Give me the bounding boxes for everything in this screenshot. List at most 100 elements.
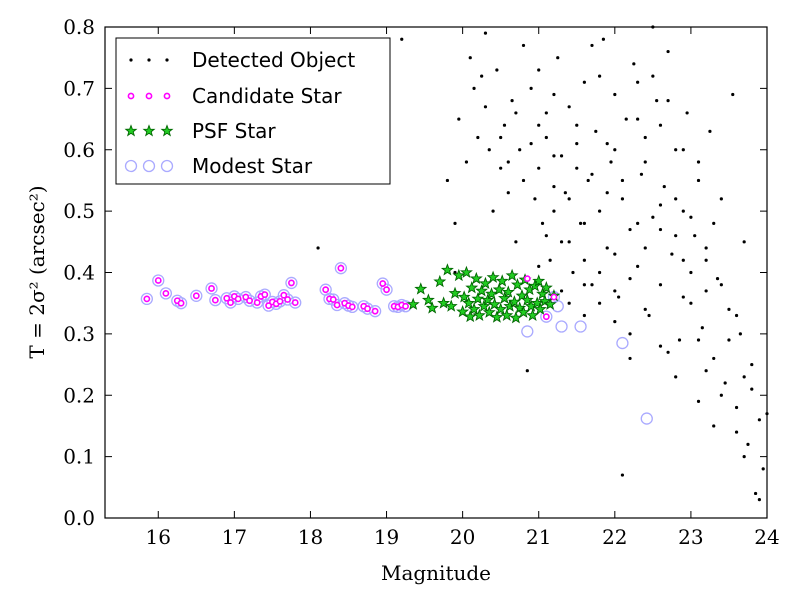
detected-object-point: [677, 338, 682, 342]
legend-marker-modest: [160, 159, 174, 173]
psf-star-point: [482, 305, 496, 318]
detected-object-point: [597, 301, 602, 305]
detected-object-point: [567, 105, 571, 109]
y-tick-label: 0.5: [63, 199, 95, 223]
detected-object-point: [658, 227, 663, 232]
detected-object-point: [582, 313, 586, 318]
detected-object-point: [704, 246, 708, 250]
detected-object-point: [525, 369, 529, 373]
y-tick-label: 0.3: [63, 322, 95, 346]
psf-star-point: [505, 268, 519, 282]
candidate-star-point: [265, 302, 272, 310]
detected-object-point: [761, 467, 765, 471]
psf-star-point: [485, 287, 499, 300]
candidate-star-point: [223, 294, 231, 302]
legend-label-candidate: Candidate Star: [192, 84, 342, 108]
y-tick-label: 0.0: [63, 506, 95, 530]
detected-object-point: [746, 442, 750, 446]
legend-marker-candidate: [163, 92, 171, 100]
legend-marker-psf: [142, 124, 156, 137]
detected-object-point: [605, 142, 609, 146]
detected-object-point: [582, 258, 586, 262]
candidate-star-point: [383, 286, 390, 294]
detected-object-point: [575, 123, 579, 127]
detected-object-point: [567, 240, 571, 244]
detected-object-point: [674, 197, 678, 201]
modest-star-point: [209, 293, 222, 307]
modest-star-point: [277, 289, 290, 302]
psf-star-point: [469, 271, 483, 285]
detected-object-point: [590, 283, 594, 287]
psf-star-point: [536, 287, 549, 300]
modest-star-point: [380, 283, 393, 296]
candidate-star-point: [348, 303, 356, 311]
legend-marker-modest: [142, 159, 156, 173]
detected-object-point: [647, 313, 651, 318]
detected-object-point: [753, 491, 758, 496]
detected-object-point: [620, 178, 625, 183]
detected-object-point: [552, 184, 556, 189]
detected-object-point: [464, 160, 469, 164]
psf-star-point: [459, 265, 473, 278]
detected-object-point: [628, 277, 632, 281]
detected-object-point: [670, 252, 674, 256]
detected-object-point: [582, 221, 586, 225]
detected-object-point: [506, 191, 510, 195]
detected-object-point: [609, 160, 613, 164]
detected-object-point: [559, 289, 564, 293]
detected-object-point: [552, 154, 556, 158]
detected-object-point: [674, 234, 678, 238]
detected-object-point: [738, 332, 742, 336]
legend-label-modest: Modest Star: [192, 154, 313, 178]
detected-object-point: [540, 221, 545, 225]
modest-star-point: [616, 336, 629, 350]
detected-object-point: [712, 221, 716, 225]
psf-star-point: [406, 297, 420, 310]
psf-star-point: [433, 274, 447, 288]
psf-star-point: [501, 285, 515, 298]
psf-star-point: [495, 274, 509, 287]
psf-star-point: [440, 263, 454, 276]
detected-object-point: [544, 234, 548, 238]
detected-object-point: [719, 283, 723, 287]
psf-star-point: [543, 297, 557, 310]
detected-object-point: [757, 418, 761, 422]
detected-object-point: [658, 123, 663, 127]
psf-star-point: [528, 279, 542, 292]
psf-star-point: [421, 293, 435, 306]
detected-object-point: [693, 234, 697, 238]
y-tick-label: 0.7: [63, 76, 95, 100]
modest-star-point: [152, 274, 165, 287]
candidate-star-point: [364, 305, 371, 313]
detected-object-point: [597, 74, 602, 78]
detected-object-point: [715, 277, 720, 281]
detected-object-point: [613, 320, 617, 324]
detected-object-point: [556, 56, 560, 60]
detected-object-point: [552, 92, 556, 97]
detected-object-point: [742, 455, 746, 459]
psf-star-point: [452, 268, 466, 282]
detected-object-point: [617, 295, 621, 299]
detected-object-point: [613, 289, 617, 293]
candidate-star-point: [246, 297, 253, 305]
detected-object-point: [518, 148, 522, 152]
detected-object-point: [400, 37, 404, 41]
x-tick-label: 20: [450, 525, 475, 549]
detected-object-point: [734, 405, 739, 410]
detected-object-point: [643, 135, 647, 140]
detected-object-point: [548, 258, 552, 262]
detected-object-point: [601, 37, 606, 41]
candidate-star-point: [550, 293, 558, 301]
legend-marker-detected: [147, 58, 151, 62]
psf-star-point: [425, 301, 439, 314]
modest-star-point: [159, 287, 173, 300]
psf-star-point: [467, 302, 481, 315]
candidate-star-point: [379, 280, 387, 287]
data-points: [140, 25, 769, 502]
candidate-star-point: [211, 296, 219, 304]
detected-object-point: [529, 142, 533, 146]
y-tick-label: 0.4: [63, 261, 95, 285]
psf-star-point: [492, 282, 506, 296]
detected-object-point: [575, 166, 579, 170]
detected-object-point: [651, 215, 655, 219]
